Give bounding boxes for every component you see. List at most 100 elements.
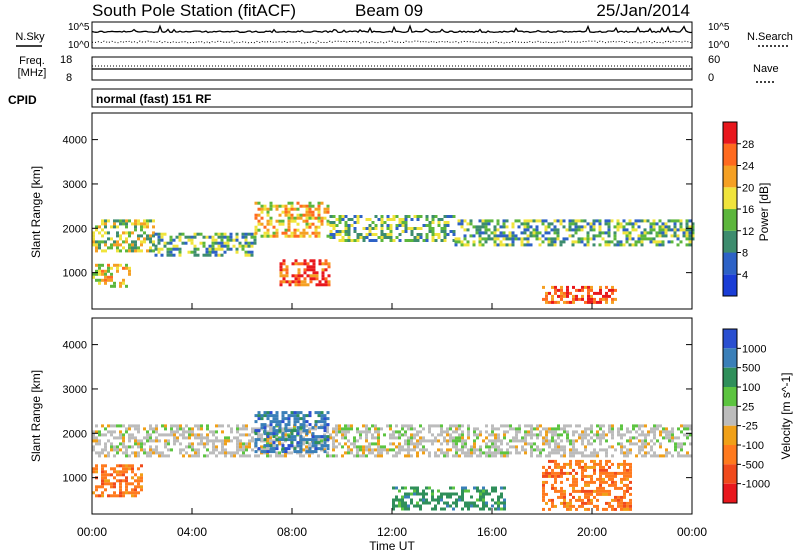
- data-cell: [608, 504, 611, 508]
- data-cell: [511, 222, 515, 226]
- data-cell: [422, 451, 425, 455]
- data-cell: [311, 204, 315, 208]
- data-cell: [662, 454, 665, 458]
- data-cell: [326, 210, 330, 214]
- data-cell: [149, 424, 152, 428]
- data-cell: [437, 218, 441, 221]
- data-cell: [628, 234, 632, 238]
- data-cell: [134, 240, 137, 244]
- data-cell: [169, 253, 173, 257]
- data-cell: [113, 219, 116, 223]
- data-cell: [487, 234, 491, 238]
- data-cell: [587, 427, 590, 431]
- data-cell: [422, 498, 425, 502]
- data-cell: [446, 495, 449, 499]
- data-cell: [299, 231, 303, 235]
- data-cell: [320, 435, 324, 439]
- data-cell: [611, 462, 614, 466]
- data-cell: [530, 442, 533, 446]
- data-cell: [245, 448, 248, 452]
- data-cell: [535, 219, 539, 223]
- data-cell: [164, 433, 167, 437]
- data-cell: [617, 465, 620, 469]
- data-cell: [143, 219, 146, 223]
- data-cell: [266, 228, 270, 232]
- data-cell: [116, 445, 119, 449]
- data-cell: [664, 222, 668, 226]
- data-cell: [244, 238, 248, 242]
- data-cell: [323, 435, 327, 439]
- data-cell: [602, 492, 605, 496]
- data-cell: [308, 438, 312, 442]
- data-cell: [224, 454, 227, 458]
- data-cell: [686, 427, 689, 431]
- data-cell: [590, 300, 593, 304]
- data-cell: [551, 498, 554, 502]
- data-cell: [279, 283, 283, 287]
- data-cell: [278, 420, 282, 424]
- data-cell: [305, 429, 309, 433]
- data-cell: [185, 451, 188, 455]
- data-cell: [269, 216, 273, 220]
- data-cell: [182, 433, 185, 437]
- data-cell: [332, 454, 335, 458]
- data-cell: [556, 231, 560, 235]
- data-cell: [134, 225, 137, 229]
- data-cell: [611, 427, 614, 431]
- data-cell: [317, 447, 321, 451]
- data-cell: [554, 288, 557, 292]
- data-cell: [227, 424, 230, 428]
- data-cell: [443, 215, 447, 218]
- data-cell: [398, 233, 402, 236]
- data-cell: [134, 424, 137, 428]
- data-cell: [266, 444, 270, 448]
- data-cell: [569, 504, 572, 508]
- data-cell: [500, 495, 503, 499]
- data-cell: [643, 231, 647, 235]
- data-cell: [107, 424, 110, 428]
- data-cell: [431, 227, 435, 230]
- data-cell: [515, 436, 518, 440]
- data-cell: [653, 430, 656, 434]
- data-cell: [608, 288, 611, 292]
- data-cell: [95, 246, 98, 250]
- data-cell: [305, 438, 309, 442]
- data-cell: [460, 243, 464, 247]
- data-cell: [667, 225, 671, 229]
- colorbar-tick-label: 12: [742, 226, 754, 238]
- data-cell: [233, 454, 236, 458]
- data-cell: [446, 224, 450, 227]
- data-cell: [302, 429, 306, 433]
- data-cell: [107, 451, 110, 455]
- data-cell: [503, 451, 506, 455]
- data-cell: [285, 265, 289, 269]
- data-cell: [551, 297, 554, 301]
- data-cell: [478, 243, 482, 247]
- data-cell: [230, 427, 233, 431]
- data-cell: [680, 454, 683, 458]
- data-cell: [149, 234, 152, 238]
- data-cell: [164, 442, 167, 446]
- data-cell: [455, 448, 458, 452]
- data-cell: [470, 454, 473, 458]
- data-cell: [236, 424, 239, 428]
- data-cell: [290, 219, 294, 223]
- data-cell: [297, 262, 301, 266]
- data-cell: [131, 494, 134, 498]
- data-cell: [323, 420, 327, 424]
- data-cell: [416, 227, 420, 230]
- data-cell: [110, 284, 113, 288]
- data-cell: [224, 439, 227, 443]
- data-cell: [572, 474, 575, 478]
- data-cell: [212, 448, 215, 452]
- data-cell: [452, 442, 455, 446]
- data-cell: [95, 243, 98, 247]
- data-cell: [602, 486, 605, 490]
- data-cell: [535, 231, 539, 235]
- data-cell: [529, 243, 533, 247]
- data-cell: [593, 454, 596, 458]
- data-cell: [542, 448, 545, 452]
- data-cell: [173, 433, 176, 437]
- colorbar-tick-label: -25: [742, 421, 758, 433]
- data-cell: [128, 433, 131, 437]
